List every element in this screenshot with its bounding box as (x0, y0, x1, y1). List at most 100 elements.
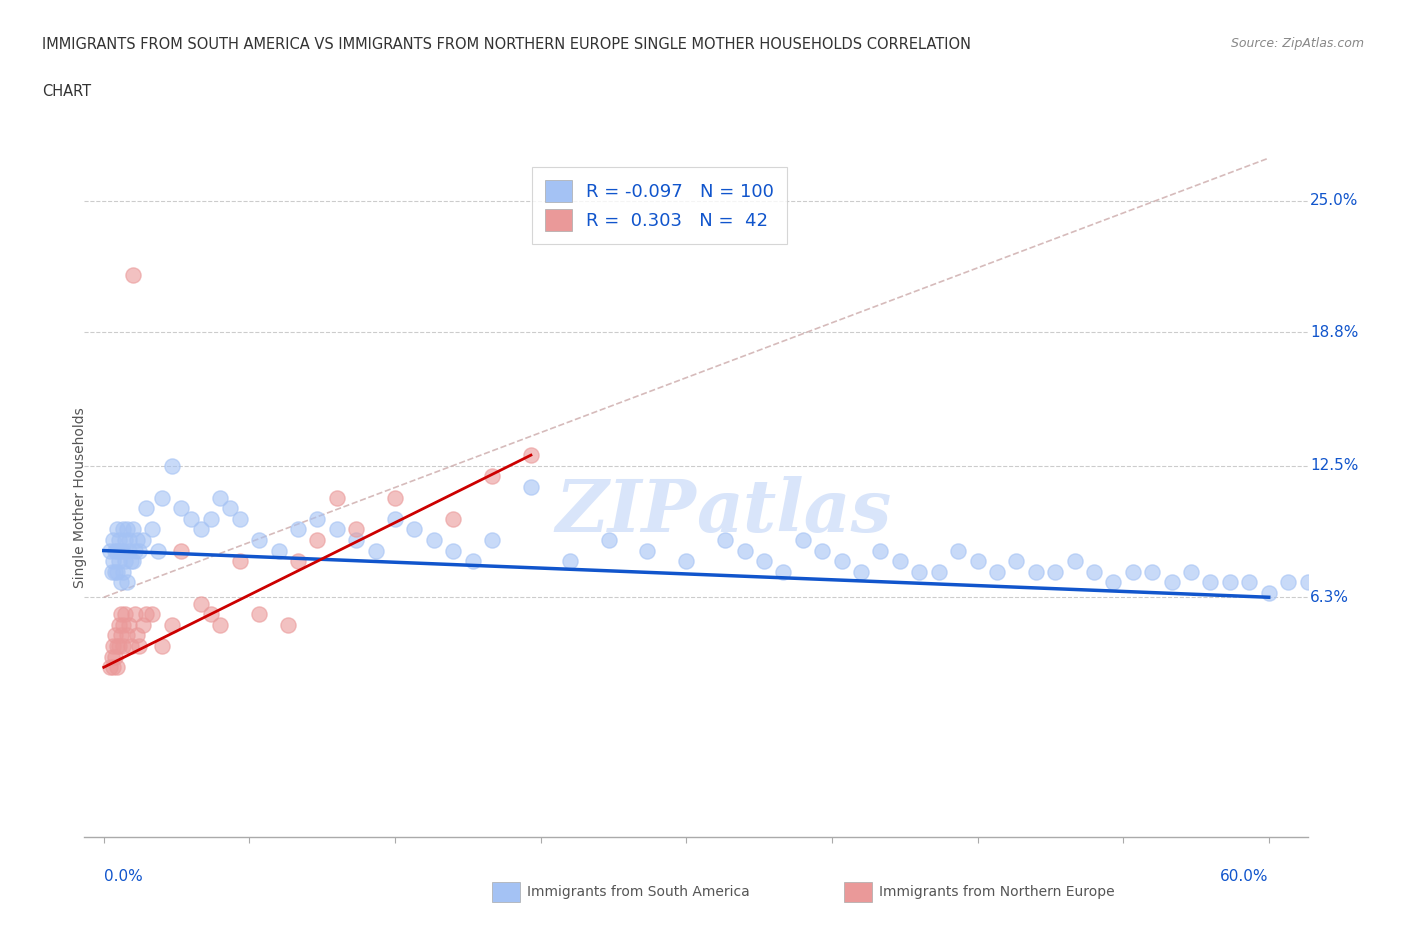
Point (1257, 586, 1279, 601)
Point (112, 543, 135, 558)
Point (247, 606, 270, 621)
Point (928, 565, 950, 579)
Point (946, 543, 969, 558)
Point (135, 500, 157, 515)
Point (125, 533, 148, 548)
Point (1239, 575, 1261, 590)
Point (792, 533, 814, 548)
Point (228, 512, 250, 526)
Point (120, 553, 142, 568)
Point (520, 447, 543, 462)
Point (423, 533, 446, 548)
Point (908, 565, 931, 579)
Point (247, 533, 270, 548)
Point (287, 522, 309, 537)
Point (104, 649, 127, 664)
Point (115, 628, 138, 643)
Point (277, 618, 299, 632)
Point (441, 543, 464, 558)
Point (98, 660, 121, 675)
Point (734, 543, 756, 558)
Point (966, 553, 988, 568)
Point (125, 628, 148, 643)
Point (326, 522, 349, 537)
Point (128, 639, 150, 654)
Point (160, 458, 183, 473)
Text: 6.3%: 6.3% (1310, 590, 1348, 604)
Point (1219, 575, 1241, 590)
Point (108, 533, 131, 548)
Point (118, 533, 141, 548)
Point (103, 639, 125, 654)
Point (150, 490, 173, 505)
Point (141, 606, 163, 621)
Point (128, 543, 150, 558)
Point (200, 606, 222, 621)
Point (103, 660, 125, 675)
Point (124, 543, 146, 558)
Point (135, 606, 157, 621)
Point (170, 543, 193, 558)
Point (1063, 553, 1085, 568)
Text: Immigrants from Northern Europe: Immigrants from Northern Europe (879, 884, 1115, 899)
Text: IMMIGRANTS FROM SOUTH AMERICA VS IMMIGRANTS FROM NORTHERN EUROPE SINGLE MOTHER H: IMMIGRANTS FROM SOUTH AMERICA VS IMMIGRA… (42, 37, 972, 52)
Point (384, 490, 406, 505)
Point (131, 618, 153, 632)
Point (100, 565, 122, 579)
Point (307, 533, 329, 548)
Text: CHART: CHART (42, 84, 91, 99)
Point (104, 565, 127, 579)
Point (190, 522, 212, 537)
Point (200, 512, 222, 526)
Point (170, 500, 193, 515)
Point (100, 649, 122, 664)
Point (160, 618, 183, 632)
Point (1005, 553, 1028, 568)
Point (122, 267, 145, 282)
Point (1083, 565, 1105, 579)
Point (108, 553, 131, 568)
Point (131, 533, 153, 548)
Point (636, 543, 658, 558)
Point (180, 512, 202, 526)
Point (103, 533, 125, 548)
Point (110, 543, 132, 558)
Point (228, 553, 250, 568)
Point (112, 618, 135, 632)
Point (404, 522, 426, 537)
Text: 25.0%: 25.0% (1310, 193, 1358, 208)
Point (1316, 586, 1339, 601)
Point (1180, 565, 1202, 579)
Point (1043, 565, 1066, 579)
Point (461, 553, 484, 568)
Point (114, 606, 136, 621)
Point (811, 543, 834, 558)
Text: Immigrants from South America: Immigrants from South America (527, 884, 749, 899)
Point (831, 553, 853, 568)
Point (675, 553, 697, 568)
Point (267, 543, 290, 558)
Point (98, 543, 121, 558)
Point (150, 639, 173, 654)
Point (986, 565, 1008, 579)
Point (326, 490, 349, 505)
Point (889, 553, 911, 568)
Point (869, 543, 891, 558)
Point (287, 553, 309, 568)
Point (441, 512, 464, 526)
Point (1160, 575, 1182, 590)
Legend: R = -0.097   N = 100, R =  0.303   N =  42: R = -0.097 N = 100, R = 0.303 N = 42 (531, 167, 786, 244)
Point (384, 512, 406, 526)
Point (110, 575, 132, 590)
Point (1354, 575, 1376, 590)
Point (364, 543, 387, 558)
Point (1393, 575, 1406, 590)
Point (1296, 575, 1319, 590)
Point (120, 639, 142, 654)
Point (105, 543, 128, 558)
Point (1277, 575, 1299, 590)
Point (112, 522, 135, 537)
Point (115, 575, 138, 590)
Point (849, 565, 872, 579)
Point (209, 490, 232, 505)
